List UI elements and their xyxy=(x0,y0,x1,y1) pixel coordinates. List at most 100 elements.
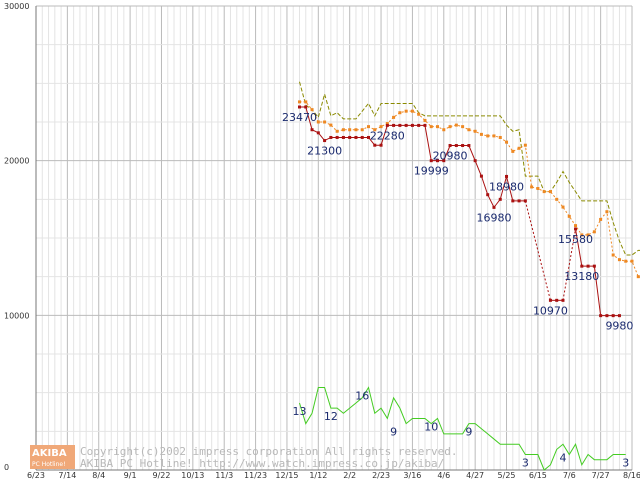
data-labels: 23470 21300 22280 19999 20980 16980 18980 10970… xyxy=(282,111,633,470)
average-point xyxy=(423,118,427,122)
average-point xyxy=(304,100,308,104)
x-tick-label: 3/16 xyxy=(403,471,421,480)
minimum-price-point xyxy=(448,144,452,148)
minimum-price-point xyxy=(473,159,477,163)
y-tick-label: 20000 xyxy=(4,157,29,166)
average-point xyxy=(392,115,396,119)
average-point xyxy=(636,275,640,279)
minimum-price-point xyxy=(410,123,414,127)
price-data-label: 9980 xyxy=(605,320,633,333)
akiba-logo-text: AKIBA xyxy=(32,448,67,459)
axes: 0 10000 20000 30000 6/23 7/14 8/4 9/1 9/22 10/13 1… xyxy=(4,2,640,480)
price-data-label: 18980 xyxy=(489,180,524,193)
average-point xyxy=(505,140,509,144)
minimum-price-point xyxy=(479,174,483,178)
average-point xyxy=(341,128,345,132)
akiba-logo-subtext: PC Hotline! xyxy=(32,461,65,468)
price-data-label: 15580 xyxy=(558,233,593,246)
minimum-price-point xyxy=(373,143,377,147)
minimum-price-point xyxy=(316,131,320,135)
average-point xyxy=(417,112,421,116)
x-tick-label: 6/15 xyxy=(529,471,547,480)
price-data-label: 16980 xyxy=(476,211,511,224)
series xyxy=(297,81,640,471)
average-point xyxy=(329,123,333,127)
x-tick-label: 5/25 xyxy=(498,471,516,480)
average-point xyxy=(367,125,371,129)
minimum-price-point xyxy=(304,105,308,109)
minimum-price-point xyxy=(574,227,578,231)
watermark: AKIBA PC Hotline! Copyright(c)2002 impre… xyxy=(30,445,458,470)
x-tick-label: 2/2 xyxy=(343,471,356,480)
average-point xyxy=(323,120,327,124)
x-tick-label: 7/6 xyxy=(563,471,576,480)
price-data-label: 13180 xyxy=(564,270,599,283)
minimum-price-point xyxy=(498,197,502,201)
x-tick-label: 12/15 xyxy=(275,471,298,480)
average-point xyxy=(605,210,609,214)
price-data-label: 10970 xyxy=(533,304,568,317)
minimum-price-point xyxy=(354,135,358,139)
average-point xyxy=(536,187,540,191)
average-point xyxy=(486,134,490,138)
minimum-price-point xyxy=(586,264,590,268)
count-data-label: 16 xyxy=(355,390,369,403)
average-point xyxy=(335,129,339,133)
minimum-price-point xyxy=(505,174,509,178)
minimum-price-point xyxy=(341,135,345,139)
minimum-price-point xyxy=(592,264,596,268)
minimum-price-point xyxy=(392,123,396,127)
average-point xyxy=(410,109,414,113)
average-point xyxy=(379,125,383,129)
x-tick-label: 8/4 xyxy=(92,471,105,480)
average-point xyxy=(586,233,590,237)
average-point xyxy=(542,190,546,194)
average-line xyxy=(299,101,640,278)
average-point xyxy=(580,233,584,237)
average-point xyxy=(630,259,634,263)
x-tick-label: 11/3 xyxy=(215,471,233,480)
minimum-price-point xyxy=(323,139,327,143)
average-point xyxy=(611,253,615,257)
average-point xyxy=(473,129,477,133)
x-tick-label: 4/27 xyxy=(466,471,484,480)
average-point xyxy=(530,185,534,189)
y-tick-label: 0 xyxy=(4,463,9,472)
average-point xyxy=(404,109,408,113)
minimum-price-point xyxy=(367,135,371,139)
minimum-price-point xyxy=(360,135,364,139)
average-point xyxy=(492,134,496,138)
average-point xyxy=(624,259,628,263)
minimum-price-point xyxy=(385,123,389,127)
akiba-logo-box xyxy=(30,445,75,469)
average-point xyxy=(398,111,402,115)
price-data-label: 22280 xyxy=(370,129,405,142)
minimum-price-gap-connector xyxy=(524,200,551,301)
count-data-label: 12 xyxy=(324,410,338,423)
average-point xyxy=(436,125,440,129)
average-point xyxy=(454,123,458,127)
x-tick-label: 11/23 xyxy=(244,471,267,480)
x-tick-label: 7/27 xyxy=(592,471,610,480)
count-data-label: 10 xyxy=(424,420,438,433)
grid xyxy=(35,5,633,471)
average-point xyxy=(316,120,320,124)
x-tick-label: 9/1 xyxy=(124,471,137,480)
minimum-price-point xyxy=(335,135,339,139)
minimum-price-point xyxy=(486,193,490,197)
price-data-label: 20980 xyxy=(433,150,468,163)
average-point xyxy=(567,214,571,218)
minimum-price-point xyxy=(548,298,552,302)
minimum-price-point xyxy=(348,135,352,139)
average-point xyxy=(429,125,433,129)
average-point xyxy=(297,100,301,104)
minimum-price-point xyxy=(555,298,559,302)
average-point xyxy=(373,128,377,132)
price-data-label: 19999 xyxy=(414,165,449,178)
minimum-price-point xyxy=(580,264,584,268)
y-tick-label: 10000 xyxy=(4,311,29,320)
average-point xyxy=(354,128,358,132)
average-point xyxy=(561,205,565,209)
count-data-label: 13 xyxy=(292,405,306,418)
